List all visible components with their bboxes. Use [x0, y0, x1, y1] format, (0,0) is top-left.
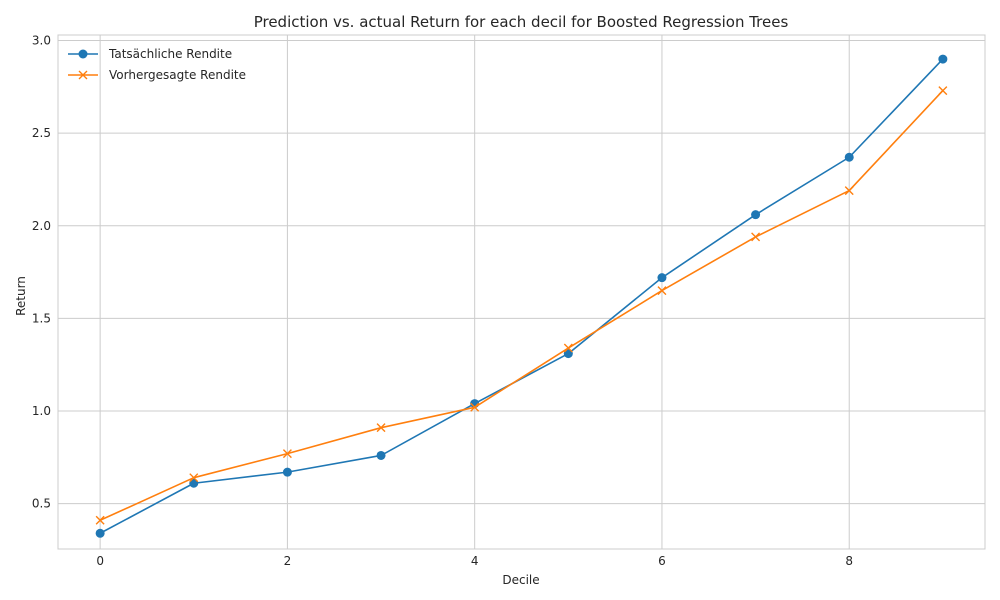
data-point-x-marker	[751, 232, 761, 242]
x-tick-label: 0	[96, 554, 104, 568]
plot-area	[57, 34, 986, 550]
data-point-x-marker	[376, 423, 386, 433]
data-point	[938, 86, 948, 96]
data-point	[95, 528, 105, 538]
y-tick-label: 1.5	[32, 311, 51, 325]
series-group	[95, 54, 948, 538]
y-tick-label: 2.0	[32, 219, 51, 233]
data-point	[376, 450, 386, 460]
data-point-x-marker	[657, 286, 667, 296]
chart-title: Prediction vs. actual Return for each de…	[254, 13, 789, 31]
data-point-x-marker	[844, 186, 854, 196]
data-point	[189, 473, 199, 483]
data-point	[844, 152, 854, 162]
data-point	[751, 210, 761, 220]
data-point-x-marker	[282, 449, 292, 459]
data-point	[563, 349, 573, 359]
data-point-x-marker	[938, 86, 948, 96]
y-tick-label: 3.0	[32, 34, 51, 48]
series-line	[99, 90, 944, 522]
data-point	[844, 186, 854, 196]
data-point	[95, 515, 105, 525]
data-point-x-marker	[189, 473, 199, 483]
data-point-x-marker	[563, 343, 573, 353]
y-tick-label: 1.0	[32, 404, 51, 418]
legend-item: Tatsächliche Rendite	[68, 47, 232, 61]
legend-item: Vorhergesagte Rendite	[68, 68, 246, 82]
data-point	[563, 343, 573, 353]
x-tick-label: 6	[658, 554, 666, 568]
x-tick-label: 8	[845, 554, 853, 568]
data-point	[189, 478, 199, 488]
data-point-x-marker	[470, 402, 480, 412]
data-point-x-marker	[95, 515, 105, 525]
legend-label: Tatsächliche Rendite	[108, 47, 232, 61]
tick-labels: 0 2 4 6 8 0.5 1.0 1.5 2.0 2.5 3.0	[32, 34, 853, 568]
data-point	[751, 232, 761, 242]
data-point	[657, 273, 667, 283]
legend: Tatsächliche Rendite Vorhergesagte Rendit…	[68, 47, 246, 82]
data-point	[657, 286, 667, 296]
data-point	[938, 54, 948, 64]
grid	[58, 35, 985, 549]
data-point	[470, 402, 480, 412]
x-tick-label: 2	[284, 554, 292, 568]
data-point	[376, 423, 386, 433]
data-point	[282, 467, 292, 477]
legend-marker	[78, 49, 88, 59]
y-tick-label: 2.5	[32, 126, 51, 140]
y-axis-label: Return	[14, 276, 28, 316]
x-axis-label: Decile	[502, 573, 539, 587]
legend-marker	[78, 70, 88, 80]
series-line	[99, 58, 944, 534]
legend-label: Vorhergesagte Rendite	[109, 68, 246, 82]
y-tick-label: 0.5	[32, 497, 51, 511]
data-point	[282, 449, 292, 459]
x-tick-label: 4	[471, 554, 479, 568]
